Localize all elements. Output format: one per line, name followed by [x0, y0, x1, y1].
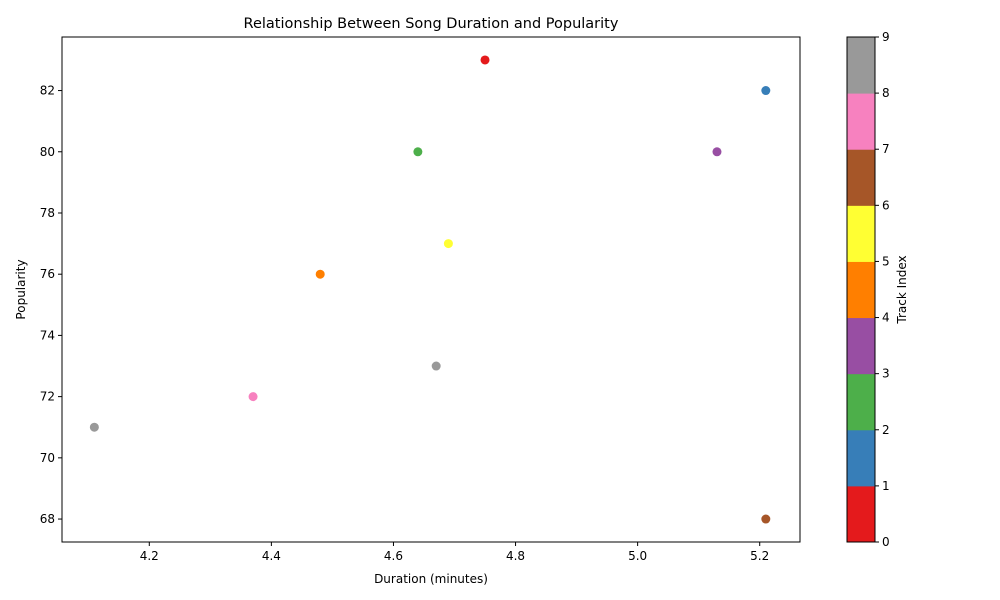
plot-frame	[61, 36, 801, 543]
x-tick-label: 4.8	[506, 549, 525, 563]
colorbar-tick-label: 1	[882, 479, 890, 493]
data-points	[89, 55, 771, 524]
colorbar-tick-label: 9	[882, 30, 890, 44]
x-tick-label: 4.6	[384, 549, 403, 563]
data-point-4	[315, 269, 325, 279]
y-tick-label: 74	[40, 328, 55, 342]
colorbar-segment	[847, 149, 875, 206]
colorbar-tick-label: 7	[882, 142, 890, 156]
data-point-0	[480, 55, 490, 65]
colorbar-tick-label: 6	[882, 198, 890, 212]
colorbar-tick-label: 8	[882, 86, 890, 100]
colorbar-label: Track Index	[895, 255, 909, 324]
data-point-7	[248, 392, 258, 402]
data-point-6	[761, 514, 771, 524]
colorbar: 0 1 2 3 4 5 6 7 8 9	[846, 30, 890, 549]
y-tick-label: 76	[40, 267, 55, 281]
data-point-2	[413, 147, 423, 157]
colorbar-segment	[847, 429, 875, 487]
colorbar-tick-label: 2	[882, 423, 890, 437]
colorbar-segment	[847, 37, 875, 94]
y-axis: 68 70 72 74 76 78 80 82	[40, 84, 62, 526]
colorbar-segment	[847, 261, 875, 319]
colorbar-segment	[847, 205, 875, 262]
colorbar-segment	[847, 93, 875, 150]
data-point-5	[443, 239, 453, 249]
y-axis-label: Popularity	[14, 259, 28, 319]
colorbar-tick-label: 3	[882, 367, 890, 381]
y-tick-label: 68	[40, 512, 55, 526]
y-tick-label: 70	[40, 451, 55, 465]
colorbar-frame	[846, 36, 876, 543]
x-tick-label: 5.0	[628, 549, 647, 563]
colorbar-tick-label: 0	[882, 535, 890, 549]
data-point-9	[89, 422, 99, 432]
x-tick-label: 5.2	[750, 549, 769, 563]
data-point-3	[712, 147, 722, 157]
colorbar-segment	[847, 373, 875, 431]
colorbar-tick-label: 4	[882, 311, 890, 325]
y-tick-label: 72	[40, 390, 55, 404]
x-tick-label: 4.4	[262, 549, 281, 563]
data-point-8	[431, 361, 441, 371]
x-tick-label: 4.2	[140, 549, 159, 563]
x-axis: 4.2 4.4 4.6 4.8 5.0 5.2	[140, 542, 769, 563]
colorbar-tick-label: 5	[882, 254, 890, 268]
y-tick-label: 82	[40, 84, 55, 98]
colorbar-segment	[847, 317, 875, 375]
colorbar-segment	[847, 485, 875, 543]
data-point-1	[761, 86, 771, 96]
chart-title: Relationship Between Song Duration and P…	[244, 16, 619, 32]
y-tick-label: 80	[40, 145, 55, 159]
y-tick-label: 78	[40, 206, 55, 220]
x-axis-label: Duration (minutes)	[374, 572, 488, 586]
